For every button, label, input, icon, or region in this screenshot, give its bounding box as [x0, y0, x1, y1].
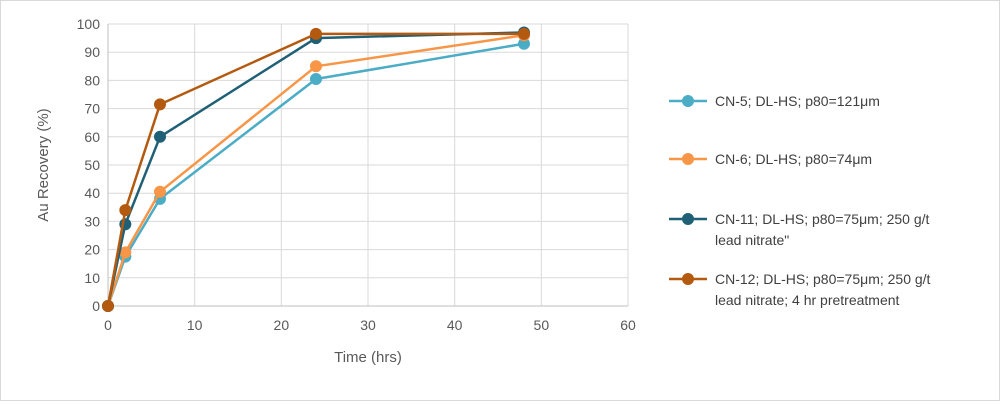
- data-point: [310, 60, 322, 73]
- data-point: [154, 98, 166, 111]
- legend-label: CN-5; DL-HS; p80=121μm: [715, 93, 880, 109]
- legend-label: CN-6; DL-HS; p80=74μm: [715, 151, 872, 167]
- y-tick-label: 50: [84, 157, 100, 173]
- y-tick-label: 10: [84, 270, 100, 286]
- legend-marker: [682, 153, 694, 165]
- data-point: [102, 300, 114, 312]
- data-point: [119, 204, 132, 217]
- data-point: [310, 27, 322, 40]
- legend-marker: [682, 213, 694, 225]
- tick-labels: 0 10 20 30 40 50 60 70 80 90 100 0 10 20 30 40 50 60: [77, 16, 636, 333]
- x-tick-label: 30: [360, 317, 376, 333]
- data-point: [518, 27, 530, 40]
- series-1: [102, 37, 530, 312]
- x-tick-label: 40: [447, 317, 463, 333]
- y-tick-label: 70: [84, 101, 100, 117]
- x-tick-label: 60: [620, 317, 636, 333]
- legend-label: lead nitrate": [715, 232, 789, 248]
- data-point: [154, 130, 166, 143]
- y-tick-label: 30: [84, 213, 100, 229]
- y-tick-label: 0: [92, 298, 100, 314]
- legend-entry-1: CN-5; DL-HS; p80=121μm: [669, 93, 880, 109]
- legend-marker: [682, 273, 694, 285]
- legend-label: CN-11; DL-HS; p80=75μm; 250 g/t: [715, 211, 930, 227]
- legend: CN-5; DL-HS; p80=121μm CN-6; DL-HS; p80=7…: [669, 93, 931, 308]
- series-2: [102, 29, 530, 312]
- x-tick-label: 20: [274, 317, 290, 333]
- grid: [108, 23, 629, 306]
- x-tick-label: 0: [104, 317, 112, 333]
- plot-area: [102, 26, 530, 312]
- y-tick-label: 40: [84, 185, 100, 201]
- data-point: [310, 72, 322, 85]
- legend-label: CN-12; DL-HS; p80=75μm; 250 g/t: [715, 271, 931, 287]
- legend-entry-4: CN-12; DL-HS; p80=75μm; 250 g/t lead nitr…: [669, 271, 931, 308]
- y-tick-label: 60: [84, 129, 100, 145]
- legend-marker: [682, 95, 694, 107]
- y-axis-title: Au Recovery (%): [35, 108, 52, 221]
- legend-entry-2: CN-6; DL-HS; p80=74μm: [669, 151, 872, 167]
- legend-entry-3: CN-11; DL-HS; p80=75μm; 250 g/t lead nitr…: [669, 211, 930, 248]
- data-point: [154, 185, 166, 198]
- y-tick-label: 100: [77, 16, 101, 32]
- y-tick-label: 90: [84, 44, 100, 60]
- axes: [107, 24, 628, 307]
- legend-label: lead nitrate; 4 hr pretreatment: [715, 292, 900, 308]
- data-point: [119, 246, 132, 259]
- x-tick-label: 50: [534, 317, 550, 333]
- x-tick-label: 10: [187, 317, 203, 333]
- y-tick-label: 20: [84, 242, 100, 258]
- y-tick-label: 80: [84, 72, 100, 88]
- x-axis-title: Time (hrs): [334, 349, 402, 366]
- series-4: [102, 27, 530, 312]
